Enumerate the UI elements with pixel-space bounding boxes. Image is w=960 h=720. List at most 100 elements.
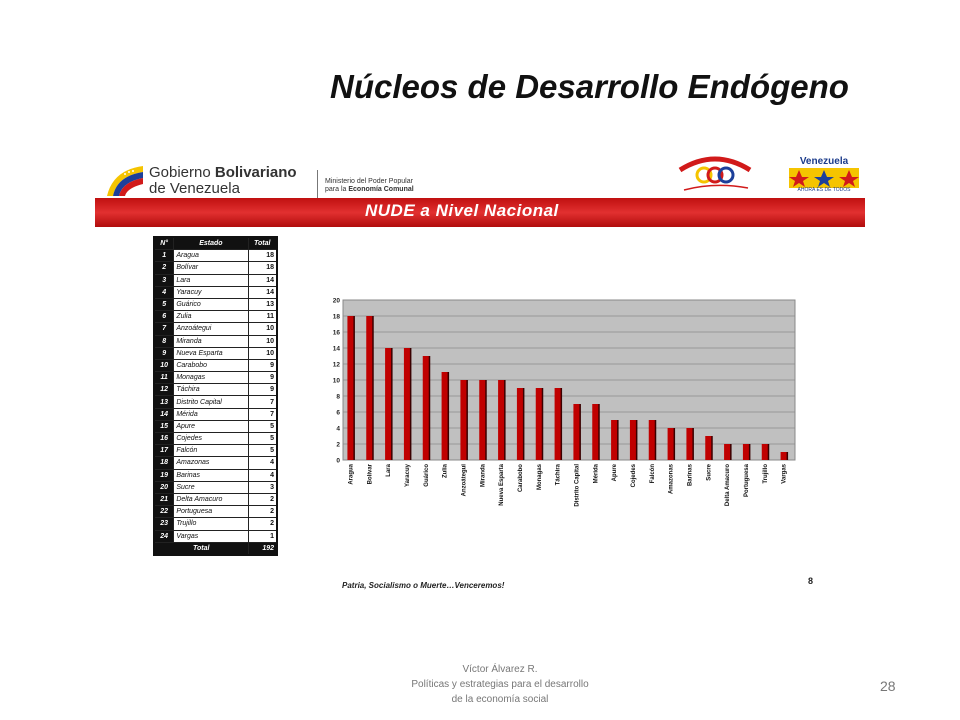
row-number: 9	[153, 346, 175, 360]
row-number: 13	[153, 395, 175, 409]
x-tick-label: Cojedes	[631, 463, 637, 487]
bar	[441, 372, 448, 460]
x-tick-label: Vargas	[782, 463, 788, 483]
x-tick-label: Yaracuy	[405, 463, 411, 487]
x-tick-label: Mérida	[593, 463, 599, 483]
bar	[479, 380, 486, 460]
table-row: 4 Yaracuy 14	[153, 285, 278, 299]
row-estado: Zulia	[173, 310, 249, 324]
row-estado: Trujillo	[173, 517, 249, 531]
x-tick-label: Nueva Esparta	[499, 463, 505, 505]
row-total: 4	[247, 468, 278, 482]
table-row: 1 Aragua 18	[153, 249, 278, 263]
footer-author: Víctor Álvarez R.	[462, 664, 538, 675]
table-row: 8 Miranda 10	[153, 334, 278, 348]
table-row: 3 Lara 14	[153, 273, 278, 287]
table-row: 10 Carabobo 9	[153, 358, 278, 373]
venezuela-logo-label: Venezuela	[799, 156, 849, 167]
row-number: 11	[153, 371, 175, 385]
row-number: 14	[153, 407, 175, 421]
logo-separator	[317, 170, 318, 206]
row-estado: Barinas	[173, 468, 249, 482]
cms-logo-icon	[678, 156, 752, 191]
bars	[347, 316, 789, 460]
y-tick-label: 0	[336, 458, 340, 465]
y-tick-label: 10	[333, 378, 341, 385]
y-tick-label: 6	[336, 410, 340, 417]
venezuela-flag-arc-icon	[107, 166, 143, 196]
row-total: 9	[247, 383, 278, 397]
row-estado: Apure	[173, 419, 249, 434]
bar	[724, 444, 731, 460]
bar	[648, 420, 655, 460]
x-tick-label: Zulia	[443, 463, 449, 478]
row-total: 10	[247, 346, 278, 360]
bar	[573, 404, 580, 460]
footer-line2: de la economía social	[451, 694, 549, 705]
row-total: 10	[247, 322, 278, 336]
bar	[742, 444, 749, 460]
row-total: 3	[247, 480, 278, 494]
row-total: 9	[247, 358, 278, 373]
row-number: 5	[153, 297, 175, 312]
table-row: 11 Monagas 9	[153, 371, 278, 385]
nude-bar-chart: 0 2 4 6 8 10 12 14 16 18 20 Aragua Bolívar Lara Yarac…	[320, 292, 800, 584]
grid-lines	[343, 299, 795, 461]
row-number: 1	[153, 249, 175, 263]
row-total: 4	[247, 456, 278, 470]
footer-line1: Políticas y estrategias para el desarrol…	[411, 679, 589, 690]
nude-title: NUDE a Nivel Nacional	[365, 201, 559, 220]
row-total: 5	[247, 419, 278, 434]
bar	[667, 428, 674, 460]
row-number: 10	[153, 358, 175, 373]
table-row: 23 Trujillo 2	[153, 517, 278, 531]
y-tick-label: 20	[333, 298, 341, 305]
bar	[498, 380, 505, 460]
row-estado: Amazonas	[173, 456, 249, 470]
table-row: 21 Delta Amacuro 2	[153, 492, 278, 507]
bar	[516, 388, 523, 460]
row-number: 3	[153, 273, 175, 287]
row-total: 18	[247, 261, 278, 275]
table-total-row: Total 192	[153, 541, 278, 556]
row-estado: Yaracuy	[173, 285, 249, 299]
states-table: N° Estado Total 1 Aragua 18 2 Bolívar 18 3 Lara…	[153, 236, 278, 556]
table-row: 22 Portuguesa 2	[153, 505, 278, 519]
page-mark: 8	[808, 576, 814, 586]
x-tick-label: Falcón	[650, 464, 656, 484]
y-tick-labels: 0 2 4 6 8 10 12 14 16 18 20	[333, 298, 341, 465]
bar	[705, 436, 712, 460]
slide-title: Núcleos de Desarrollo Endógeno	[330, 68, 849, 105]
x-tick-label: Anzoátegui	[461, 464, 467, 497]
table-body: 1 Aragua 18 2 Bolívar 18 3 Lara 14 4 Yaracuy 14 5 Guá…	[153, 249, 278, 556]
row-estado: Carabobo	[173, 358, 249, 373]
row-number: 24	[153, 529, 175, 543]
row-estado: Guárico	[173, 297, 249, 312]
table-row: 15 Apure 5	[153, 419, 278, 434]
ahora-es-de-todos-label: AHORA ES DE TODOS	[797, 187, 851, 193]
row-total: 13	[247, 297, 278, 312]
row-estado: Lara	[173, 273, 249, 287]
bar	[761, 444, 768, 460]
row-estado: Delta Amacuro	[173, 492, 249, 507]
bar	[366, 316, 373, 460]
row-total: 14	[247, 273, 278, 287]
table-row: 19 Barinas 4	[153, 468, 278, 482]
venezuela-label: de Venezuela	[149, 180, 240, 197]
row-total: 7	[247, 395, 278, 409]
row-total: 14	[247, 285, 278, 299]
row-estado: Anzoátegui	[173, 322, 249, 336]
row-number: 8	[153, 334, 175, 348]
row-number: 21	[153, 492, 175, 507]
bar	[554, 388, 561, 460]
row-total: 7	[247, 407, 278, 421]
table-row: 13 Distrito Capital 7	[153, 395, 278, 409]
table-row: 20 Sucre 3	[153, 480, 278, 494]
x-tick-label: Monagas	[537, 463, 543, 490]
y-tick-label: 18	[333, 314, 341, 321]
row-estado: Bolívar	[173, 261, 249, 275]
table-row: 18 Amazonas 4	[153, 456, 278, 470]
table-row: 17 Falcón 5	[153, 444, 278, 458]
x-tick-label: Amazonas	[669, 463, 675, 494]
row-total: 11	[247, 310, 278, 324]
